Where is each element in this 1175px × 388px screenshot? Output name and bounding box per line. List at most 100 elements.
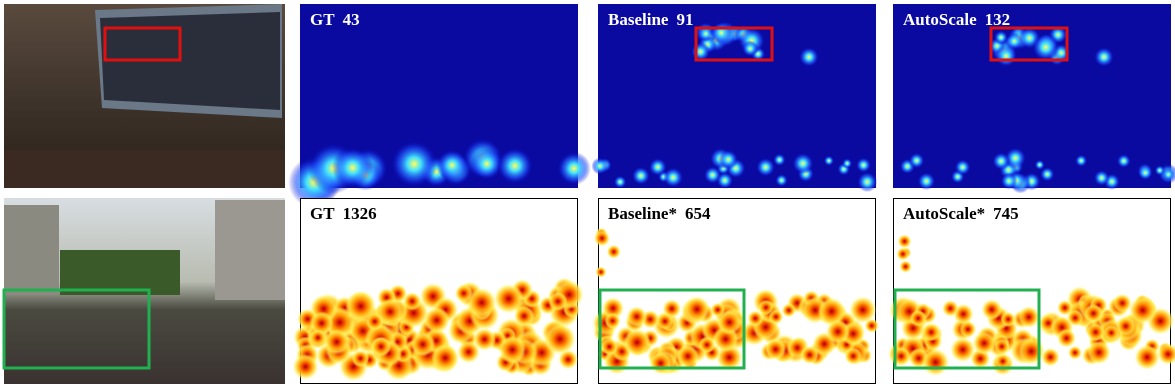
density-blob (817, 297, 846, 326)
density-blob (891, 347, 911, 366)
density-blob (457, 340, 480, 364)
density-blob (959, 320, 977, 338)
count: 1326 (343, 204, 377, 223)
building (215, 200, 285, 300)
method-name: Baseline (608, 10, 669, 29)
density-blob (1116, 316, 1136, 336)
density-blob (768, 309, 784, 325)
density-blob (613, 175, 627, 189)
density-blob (775, 173, 788, 187)
density-blob (595, 266, 607, 278)
density-blob (606, 244, 621, 259)
density-blob (626, 306, 648, 327)
count: 654 (685, 204, 711, 223)
density-blob (1094, 47, 1114, 67)
density-blob (922, 323, 941, 342)
density-blob (1086, 340, 1111, 365)
density-blob (1112, 293, 1132, 313)
density-blob (331, 147, 374, 189)
method-name: AutoScale* (903, 204, 985, 223)
count: 745 (993, 204, 1019, 223)
density-blob (823, 155, 835, 166)
panel-label: Baseline 91 (608, 10, 693, 29)
density-blob (1057, 328, 1077, 348)
density-blob (844, 347, 863, 365)
density-blob (1039, 166, 1055, 182)
density-blob (747, 310, 764, 327)
density-blob (690, 42, 711, 62)
density-blob (972, 331, 996, 355)
density-blob (899, 260, 912, 273)
density-blob (781, 303, 796, 318)
density-blob (683, 296, 711, 323)
density-blob (995, 44, 1018, 67)
density-blob (370, 336, 392, 357)
density-blob (799, 47, 819, 67)
density-blob (557, 151, 591, 186)
density-blob (402, 292, 422, 311)
box (893, 288, 1041, 370)
density-blob (1000, 311, 1016, 327)
panel-label: GT 1326 (310, 204, 377, 223)
density-blob (496, 147, 534, 185)
density-blob (742, 40, 759, 57)
density-blob (1128, 296, 1157, 325)
density-blob (1017, 337, 1045, 365)
count: 43 (343, 10, 360, 29)
density-blob (292, 353, 319, 380)
density-blob (710, 21, 733, 44)
density-blob (544, 323, 576, 355)
density-blob (1086, 322, 1105, 342)
density-blob (1041, 347, 1060, 367)
density-blob (896, 247, 910, 261)
density-blob (467, 287, 497, 318)
method-name: Baseline* (608, 204, 677, 223)
method-name: GT (310, 204, 335, 223)
density-blob (718, 149, 739, 170)
density-blob (1137, 165, 1153, 181)
density-blob (849, 296, 877, 324)
density-blob (1134, 344, 1160, 370)
box (989, 26, 1069, 62)
density-blob (593, 230, 611, 247)
density-blob (676, 344, 700, 368)
density-blob (1004, 147, 1027, 169)
density-blob (1057, 299, 1073, 316)
panel-label: GT 43 (310, 10, 360, 29)
density-blob (993, 30, 1009, 45)
density-blob (909, 309, 927, 327)
density-blob (764, 338, 787, 361)
density-blob (698, 26, 714, 42)
density-blob (1084, 303, 1103, 323)
density-blob (917, 172, 936, 191)
density-blob (1074, 154, 1088, 167)
density-blob (1000, 172, 1018, 190)
density-blob (981, 299, 1003, 320)
density-blob (591, 157, 609, 175)
density-blob (1017, 306, 1040, 329)
box (694, 26, 774, 62)
density-blob (773, 153, 786, 167)
count: 132 (985, 10, 1011, 29)
density-blob (493, 283, 524, 314)
density-blob (1157, 343, 1175, 365)
density-blob (662, 299, 682, 319)
density-blob (1162, 168, 1175, 181)
density-blob (649, 352, 672, 375)
density-blob (842, 158, 853, 169)
box (2, 288, 151, 370)
crowd (4, 150, 285, 188)
density-blob (1067, 345, 1083, 360)
density-blob (792, 152, 814, 175)
density-blob (351, 349, 370, 368)
density-blob (631, 166, 651, 185)
density-blob (825, 319, 850, 344)
density-blob (950, 337, 976, 363)
density-blob (717, 310, 742, 335)
density-blob (716, 171, 734, 189)
density-blob (1103, 324, 1120, 341)
density-blob (995, 353, 1011, 369)
density-blob (855, 157, 872, 173)
density-blob (648, 157, 667, 177)
